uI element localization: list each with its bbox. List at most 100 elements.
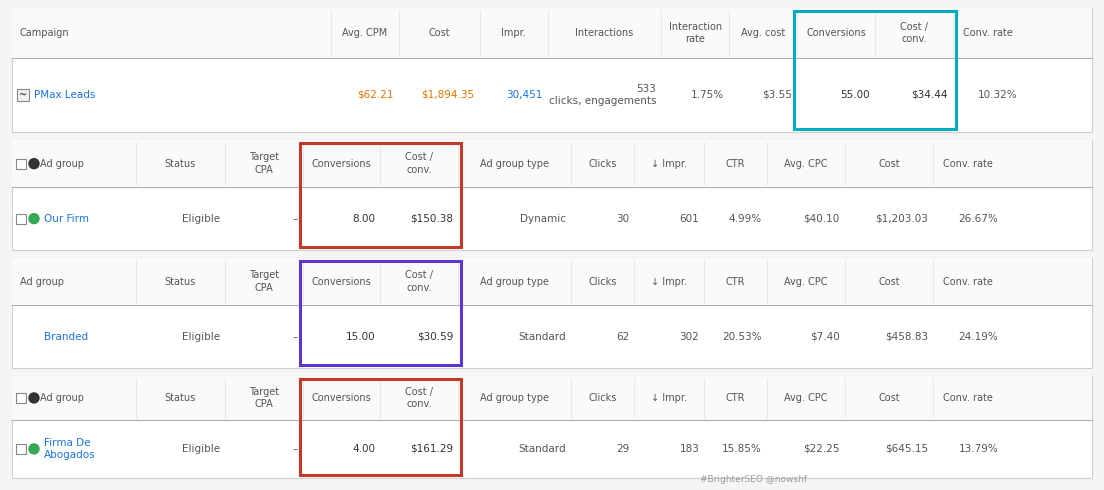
Text: Avg. CPC: Avg. CPC (784, 159, 828, 169)
Text: #BrighterSEO @nowshf: #BrighterSEO @nowshf (700, 475, 807, 484)
Text: Avg. CPM: Avg. CPM (342, 28, 388, 38)
Text: Eligible: Eligible (182, 214, 220, 223)
Text: Cost /
conv.: Cost / conv. (405, 387, 433, 409)
Text: 4.99%: 4.99% (729, 214, 762, 223)
Text: Dynamic: Dynamic (520, 214, 566, 223)
Bar (12, 140, 1092, 250)
Text: –: – (293, 444, 297, 454)
Bar (12, 258, 1092, 305)
Text: Cost /
conv.: Cost / conv. (900, 22, 927, 44)
Text: Target
CPA: Target CPA (248, 387, 278, 409)
Text: Conv. rate: Conv. rate (944, 277, 994, 287)
Text: Ad group: Ad group (20, 277, 64, 287)
Text: Cost: Cost (878, 393, 900, 403)
Text: Conv. rate: Conv. rate (963, 28, 1012, 38)
Text: ↓ Impr.: ↓ Impr. (651, 393, 687, 403)
Text: 24.19%: 24.19% (958, 332, 998, 342)
Text: Avg. CPC: Avg. CPC (784, 277, 828, 287)
Text: Conversions: Conversions (311, 277, 371, 287)
Text: Eligible: Eligible (182, 332, 220, 342)
Text: CTR: CTR (725, 159, 745, 169)
Bar (12, 376, 1092, 478)
Text: ~: ~ (19, 90, 28, 100)
Text: 10.32%: 10.32% (978, 90, 1018, 100)
Text: 15.85%: 15.85% (722, 444, 762, 454)
Text: 1.75%: 1.75% (691, 90, 724, 100)
Text: Target
CPA: Target CPA (248, 270, 278, 293)
Text: 29: 29 (616, 444, 629, 454)
Text: Ad group type: Ad group type (480, 393, 550, 403)
Text: $40.10: $40.10 (804, 214, 840, 223)
Text: 183: 183 (679, 444, 699, 454)
Text: $7.40: $7.40 (810, 332, 840, 342)
Text: Avg. cost: Avg. cost (741, 28, 785, 38)
Text: $458.83: $458.83 (885, 332, 928, 342)
Bar (794, 11, 956, 129)
Text: $22.25: $22.25 (804, 444, 840, 454)
Text: $34.44: $34.44 (911, 90, 947, 100)
Text: Ad group: Ad group (40, 159, 84, 169)
Text: Impr.: Impr. (501, 28, 526, 38)
Text: 30: 30 (616, 214, 629, 223)
Text: Ad group type: Ad group type (480, 277, 550, 287)
Text: Conversions: Conversions (806, 28, 866, 38)
Text: ↓ Impr.: ↓ Impr. (651, 159, 687, 169)
Bar (299, 143, 461, 247)
Bar (15, 393, 26, 403)
Text: Status: Status (164, 277, 197, 287)
Text: Target
CPA: Target CPA (248, 152, 278, 175)
Text: 13.79%: 13.79% (958, 444, 998, 454)
Text: Status: Status (164, 159, 197, 169)
Text: Avg. CPC: Avg. CPC (784, 393, 828, 403)
Text: Conversions: Conversions (311, 159, 371, 169)
Text: Branded: Branded (44, 332, 88, 342)
Text: Clicks: Clicks (588, 159, 617, 169)
Bar (12, 8, 1092, 132)
Circle shape (29, 159, 39, 169)
Text: $3.55: $3.55 (762, 90, 793, 100)
Bar (17, 89, 29, 101)
Bar (15, 214, 26, 223)
Text: Conversions: Conversions (311, 393, 371, 403)
Text: –: – (293, 332, 297, 342)
Text: CTR: CTR (725, 393, 745, 403)
Text: $1,203.03: $1,203.03 (875, 214, 928, 223)
Text: Cost /
conv.: Cost / conv. (405, 270, 433, 293)
Text: $1,894.35: $1,894.35 (422, 90, 475, 100)
Text: 302: 302 (680, 332, 699, 342)
Text: CTR: CTR (725, 277, 745, 287)
Text: Ad group: Ad group (40, 393, 84, 403)
Bar (299, 379, 461, 475)
Bar (12, 376, 1092, 420)
Text: Interactions: Interactions (575, 28, 634, 38)
Text: Campaign: Campaign (20, 28, 70, 38)
Text: 601: 601 (680, 214, 699, 223)
Text: 4.00: 4.00 (352, 444, 375, 454)
Text: Clicks: Clicks (588, 393, 617, 403)
Text: Cost: Cost (878, 277, 900, 287)
Text: Clicks: Clicks (588, 277, 617, 287)
Text: Cost: Cost (878, 159, 900, 169)
Text: Conv. rate: Conv. rate (944, 393, 994, 403)
Text: 26.67%: 26.67% (958, 214, 998, 223)
Text: 30,451: 30,451 (507, 90, 543, 100)
Text: Standard: Standard (519, 444, 566, 454)
Bar (299, 261, 461, 365)
Text: Cost /
conv.: Cost / conv. (405, 152, 433, 175)
Text: Status: Status (164, 393, 197, 403)
Text: $62.21: $62.21 (357, 90, 394, 100)
Text: –: – (293, 214, 297, 223)
Circle shape (29, 444, 39, 454)
Text: Standard: Standard (519, 332, 566, 342)
Text: PMax Leads: PMax Leads (34, 90, 95, 100)
Circle shape (29, 214, 39, 223)
Text: $150.38: $150.38 (410, 214, 453, 223)
Text: $161.29: $161.29 (410, 444, 453, 454)
Text: $30.59: $30.59 (416, 332, 453, 342)
Circle shape (29, 393, 39, 403)
Text: Cost: Cost (428, 28, 450, 38)
Text: 533
clicks, engagements: 533 clicks, engagements (549, 84, 656, 106)
Text: 55.00: 55.00 (840, 90, 870, 100)
Bar (15, 444, 26, 454)
Text: 62: 62 (616, 332, 629, 342)
